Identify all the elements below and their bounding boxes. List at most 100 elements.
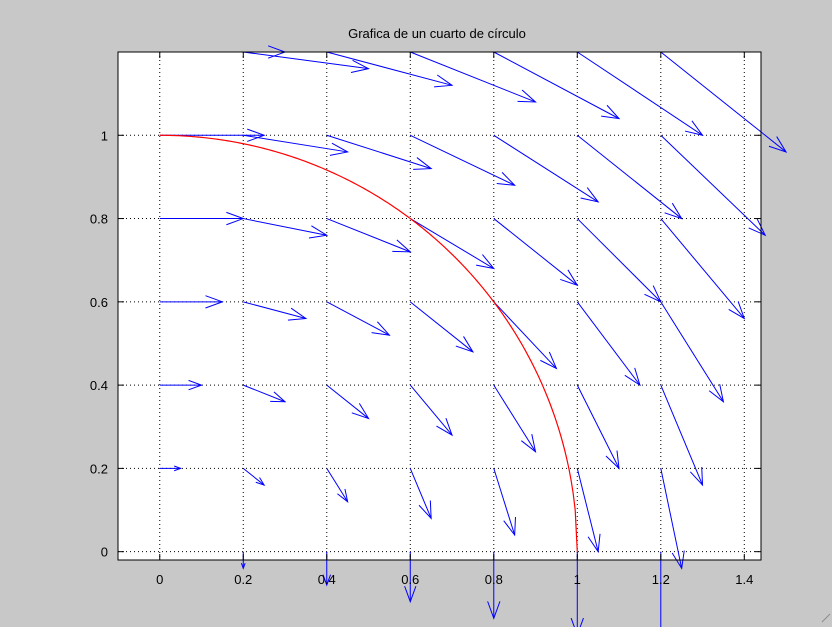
quiver-arrow xyxy=(493,51,621,120)
x-tick-label: 0.8 xyxy=(485,572,503,587)
y-tick-label: 0.2 xyxy=(90,461,108,476)
quiver-arrow-head xyxy=(496,172,516,186)
quiver-arrow xyxy=(410,51,537,103)
quiver-arrow-shaft xyxy=(493,301,557,369)
x-tick-label: 0 xyxy=(156,572,163,587)
quiver-arrow xyxy=(409,384,453,437)
quiver-arrow xyxy=(493,134,600,203)
quiver-arrow-head xyxy=(521,434,537,453)
quiver-arrow xyxy=(660,468,685,570)
quiver-arrow-head xyxy=(728,301,746,320)
y-tick-label: 0.8 xyxy=(90,212,108,227)
quiver-arrow-head xyxy=(240,562,246,570)
quiver-arrow-head xyxy=(255,477,266,486)
quiver-arrow-shaft xyxy=(326,218,411,253)
quiver-arrow-head xyxy=(205,295,224,309)
quiver-arrow-head xyxy=(540,351,558,370)
quiver-arrow-head xyxy=(455,336,475,353)
quiver-arrow-shaft xyxy=(243,384,286,403)
y-tick-label: 1 xyxy=(101,128,108,143)
quiver-arrow xyxy=(493,468,516,537)
quiver-arrow-head xyxy=(287,307,308,321)
quiver-arrow-shaft xyxy=(242,468,265,486)
quiver-arrow-shaft xyxy=(576,301,641,386)
quiver-arrow xyxy=(570,551,584,627)
quiver-arrow-head xyxy=(371,321,391,336)
quiver-arrow-head xyxy=(587,533,601,554)
quiver-arrow xyxy=(159,379,203,391)
quiver-arrow xyxy=(326,301,391,336)
quiver-arrow xyxy=(243,301,308,321)
quiver-arrow-shaft xyxy=(243,218,327,236)
quiver-arrow xyxy=(326,218,412,253)
quiver-arrow-head xyxy=(329,142,350,156)
quiver-arrow-head xyxy=(684,120,704,137)
quiver-arrow-head xyxy=(434,74,454,88)
quiver-arrow-head xyxy=(601,104,621,120)
y-tick-labels: 0 0.2 0.4 0.6 0.8 1 xyxy=(90,128,108,559)
quiver-arrow xyxy=(243,51,370,74)
curve-layer xyxy=(159,134,578,552)
quiver-arrow-shaft xyxy=(410,51,536,103)
quiver-arrow xyxy=(577,51,704,137)
quarter-circle-line xyxy=(159,134,578,552)
x-tick-label: 0.6 xyxy=(401,572,419,587)
quiver-arrow-head xyxy=(570,617,584,627)
quiver-arrow-shaft xyxy=(326,468,349,502)
quiver-arrow-head xyxy=(517,89,537,103)
quiver-arrow-shaft xyxy=(409,468,432,519)
quiver-arrow-head xyxy=(708,384,725,404)
quiver-arrow xyxy=(410,218,496,270)
quiver-arrow xyxy=(493,301,558,370)
quiver-arrow-head xyxy=(624,367,641,387)
quiver-arrow-shaft xyxy=(326,134,432,170)
quiver-arrow-shaft xyxy=(243,51,369,70)
quiver-arrow xyxy=(326,468,349,503)
quiver-arrow-head xyxy=(560,269,579,287)
quiver-arrow-shaft xyxy=(493,218,578,286)
quiver-arrow-shaft xyxy=(243,134,348,153)
axes-area xyxy=(118,52,761,560)
quiver-arrow-head xyxy=(350,59,370,74)
quiver-arrow-shaft xyxy=(576,468,599,552)
quiver-arrow xyxy=(660,551,662,627)
quiver-arrow-head xyxy=(404,585,417,604)
quiver-arrow-head xyxy=(436,417,453,437)
quiver-arrow-head xyxy=(768,136,788,153)
quiver-arrow xyxy=(660,384,704,487)
quiver-arrow-head xyxy=(188,379,203,391)
quiver-arrow xyxy=(576,384,620,470)
y-tick-label: 0 xyxy=(101,545,108,560)
quiver-arrow-head xyxy=(173,465,183,472)
quiver-arrow xyxy=(242,468,266,486)
quiver-arrow-shaft xyxy=(660,384,704,486)
tick-marks xyxy=(118,52,761,560)
y-tick-label: 0.6 xyxy=(90,295,108,310)
quiver-arrow xyxy=(409,301,475,353)
quiver-arrow-head xyxy=(351,403,370,420)
quiver-arrow-head xyxy=(605,450,620,470)
quiver-arrow-head xyxy=(580,187,600,203)
quiver-arrow xyxy=(576,134,683,220)
quiver-arrow-shaft xyxy=(409,301,474,353)
quiver-arrow-shaft xyxy=(660,468,683,569)
quiver-arrow xyxy=(409,468,432,520)
quiver-arrow-shaft xyxy=(660,134,766,236)
quiver-arrow-head xyxy=(337,488,349,503)
quiver-arrow xyxy=(660,134,767,237)
axes-frame xyxy=(117,51,762,561)
y-tick-label: 0.4 xyxy=(90,378,108,393)
quiver-arrow-shaft xyxy=(326,51,453,86)
resize-grip-icon[interactable] xyxy=(821,613,831,623)
quiver-arrow-shaft xyxy=(493,468,516,536)
quiver-arrow xyxy=(493,384,537,453)
quiver-arrow xyxy=(243,134,350,156)
x-tick-label: 1.2 xyxy=(652,572,670,587)
quiver-arrow xyxy=(243,384,287,403)
x-tick-label: 1.4 xyxy=(735,572,753,587)
quiver-arrow-shaft xyxy=(577,51,703,136)
quiver-arrow xyxy=(493,218,579,287)
quiver-arrow-head xyxy=(322,574,332,587)
quiver-arrow-head xyxy=(247,128,266,142)
